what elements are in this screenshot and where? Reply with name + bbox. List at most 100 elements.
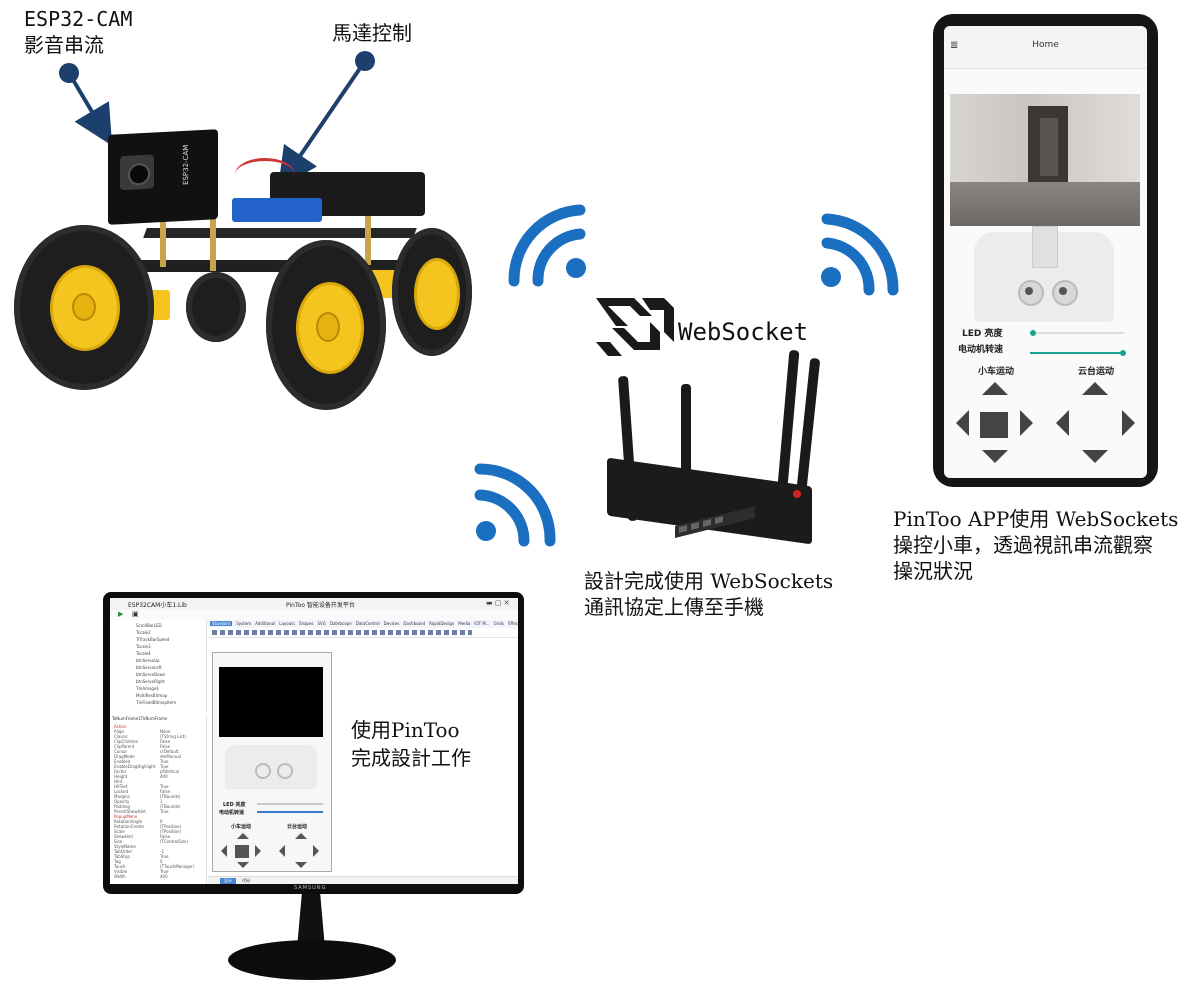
palette-tab[interactable]: Layouts [279,621,295,626]
property-row[interactable]: Factor pfVertical [110,769,202,774]
palette-tab[interactable]: System [236,621,252,626]
property-value[interactable]: crDefault [160,749,179,754]
property-value[interactable]: (TControlSize) [160,839,188,844]
property-row[interactable]: Enabled True [110,759,202,764]
property-row[interactable]: Classic (TString List) [110,734,202,739]
tree-item[interactable]: Tscale4 [136,651,151,656]
property-value[interactable]: 400 [160,874,168,879]
tree-item[interactable]: TmAmage1 [136,686,159,691]
property-row[interactable]: Tag 0 [110,859,202,864]
property-row[interactable]: Touch (TTouchManager) [110,864,202,869]
property-row[interactable]: ParentShowHint True [110,809,202,814]
property-row[interactable]: Visible True [110,869,202,874]
led-slider-thumb[interactable] [1030,330,1036,336]
palette-tab[interactable]: Shapes [298,621,314,626]
gimbal-up-arrow-icon[interactable] [1082,382,1108,395]
led-slider[interactable] [1030,330,1124,336]
car-stop-button[interactable] [980,412,1008,438]
palette-tab[interactable]: Media [458,621,471,626]
property-value[interactable]: (TString List) [160,734,186,739]
code-tab[interactable]: 代码 [242,878,250,883]
tree-item[interactable]: MultiResBitmap [136,693,168,698]
car-right-arrow-icon[interactable] [1020,410,1033,436]
property-value[interactable]: (TTouchManager) [160,864,195,869]
car-up-arrow-icon[interactable] [982,382,1008,395]
gimbal-left-arrow-icon[interactable] [1056,410,1069,436]
property-row[interactable]: Width 400 [110,874,202,879]
property-row[interactable]: ClipParent False [110,744,202,749]
ide-motor-slider[interactable] [257,811,323,813]
property-value[interactable]: (TBounds) [160,804,181,809]
property-row[interactable]: TabStop True [110,854,202,859]
property-value[interactable]: False [160,739,171,744]
property-value[interactable]: None [160,729,171,734]
property-value[interactable]: 0 [160,819,163,824]
gimbal-down-arrow-icon[interactable] [1082,450,1108,463]
palette-tab[interactable]: Effects [508,621,518,626]
save-icon[interactable]: ▣ [132,610,139,618]
property-row[interactable]: PopupMenu [110,814,202,819]
ide-tab-title[interactable]: ESP32CAM小车1.Lib [128,602,187,609]
tree-item[interactable]: TrTrackBarSpeed [136,637,170,642]
property-value[interactable]: True [160,764,169,769]
property-row[interactable]: HitTest True [110,784,202,789]
gimbal-right-arrow-icon[interactable] [1122,410,1135,436]
property-value[interactable]: True [160,854,169,859]
tree-item[interactable]: btnServoDown [136,672,166,677]
property-value[interactable]: 1 [160,799,163,804]
property-value[interactable]: (TPosition) [160,824,182,829]
property-value[interactable]: -1 [160,849,164,854]
property-row[interactable]: Height 400 [110,774,202,779]
property-row[interactable]: Align None [110,729,202,734]
design-tab[interactable]: 设计 [220,878,236,884]
palette-tab[interactable]: Additional [255,621,276,626]
palette-tab[interactable]: RapidDesign [429,621,455,626]
tree-item[interactable]: btnServoRight [136,679,165,684]
property-row[interactable]: Scale (TPosition) [110,829,202,834]
property-row[interactable]: RotationCenter (TPosition) [110,824,202,829]
property-row[interactable]: Hint [110,779,202,784]
property-value[interactable]: pfVertical [160,769,179,774]
tree-item[interactable]: ScrollBarLED [136,623,162,628]
property-value[interactable]: False [160,744,171,749]
property-row[interactable]: RotationAngle 0 [110,819,202,824]
palette-tab[interactable]: DataControl [355,621,380,626]
run-icon[interactable]: ▶ [118,610,124,618]
palette-tab[interactable]: Grids [493,621,505,626]
property-value[interactable]: 400 [160,774,168,779]
property-row[interactable]: Margins (TBounds) [110,794,202,799]
tree-item[interactable]: btnServoUp [136,658,160,663]
property-row[interactable]: TabOrder -1 [110,849,202,854]
palette-tab[interactable]: SVG [317,621,326,626]
property-row[interactable]: Size (TControlSize) [110,839,202,844]
palette-tab[interactable]: Standard [210,621,233,626]
property-row[interactable]: ClipChildren False [110,739,202,744]
property-row[interactable]: Locked False [110,789,202,794]
palette-tab[interactable]: Devices [383,621,400,626]
property-row[interactable]: EnableDragHighlight True [110,764,202,769]
property-row[interactable]: StyleName [110,844,202,849]
property-value[interactable]: False [160,834,171,839]
ide-led-slider[interactable] [257,803,323,805]
property-value[interactable]: True [160,869,169,874]
menu-icon[interactable]: ≣ [950,40,959,51]
property-value[interactable]: True [160,809,169,814]
palette-tab[interactable]: IOT M... [474,621,490,626]
property-value[interactable]: True [160,784,169,789]
palette-tab[interactable]: Datebcope [329,621,352,626]
tree-item[interactable]: Tscale2 [136,630,151,635]
property-row[interactable]: Opacity 1 [110,799,202,804]
tree-item[interactable]: btnServoLeft [136,665,162,670]
motor-speed-slider-thumb[interactable] [1120,350,1126,356]
property-value[interactable]: (TPosition) [160,829,182,834]
property-value[interactable]: False [160,789,171,794]
car-left-arrow-icon[interactable] [956,410,969,436]
property-row[interactable]: ShowHint False [110,834,202,839]
property-value[interactable]: 0 [160,859,163,864]
motor-speed-slider[interactable] [1030,350,1126,356]
window-controls-icon[interactable]: ▬ ▢ ✕ [486,599,510,607]
property-row[interactable]: Padding (TBounds) [110,804,202,809]
property-row[interactable]: DragMode dmManual [110,754,202,759]
property-value[interactable]: (TBounds) [160,794,181,799]
property-value[interactable]: True [160,759,169,764]
